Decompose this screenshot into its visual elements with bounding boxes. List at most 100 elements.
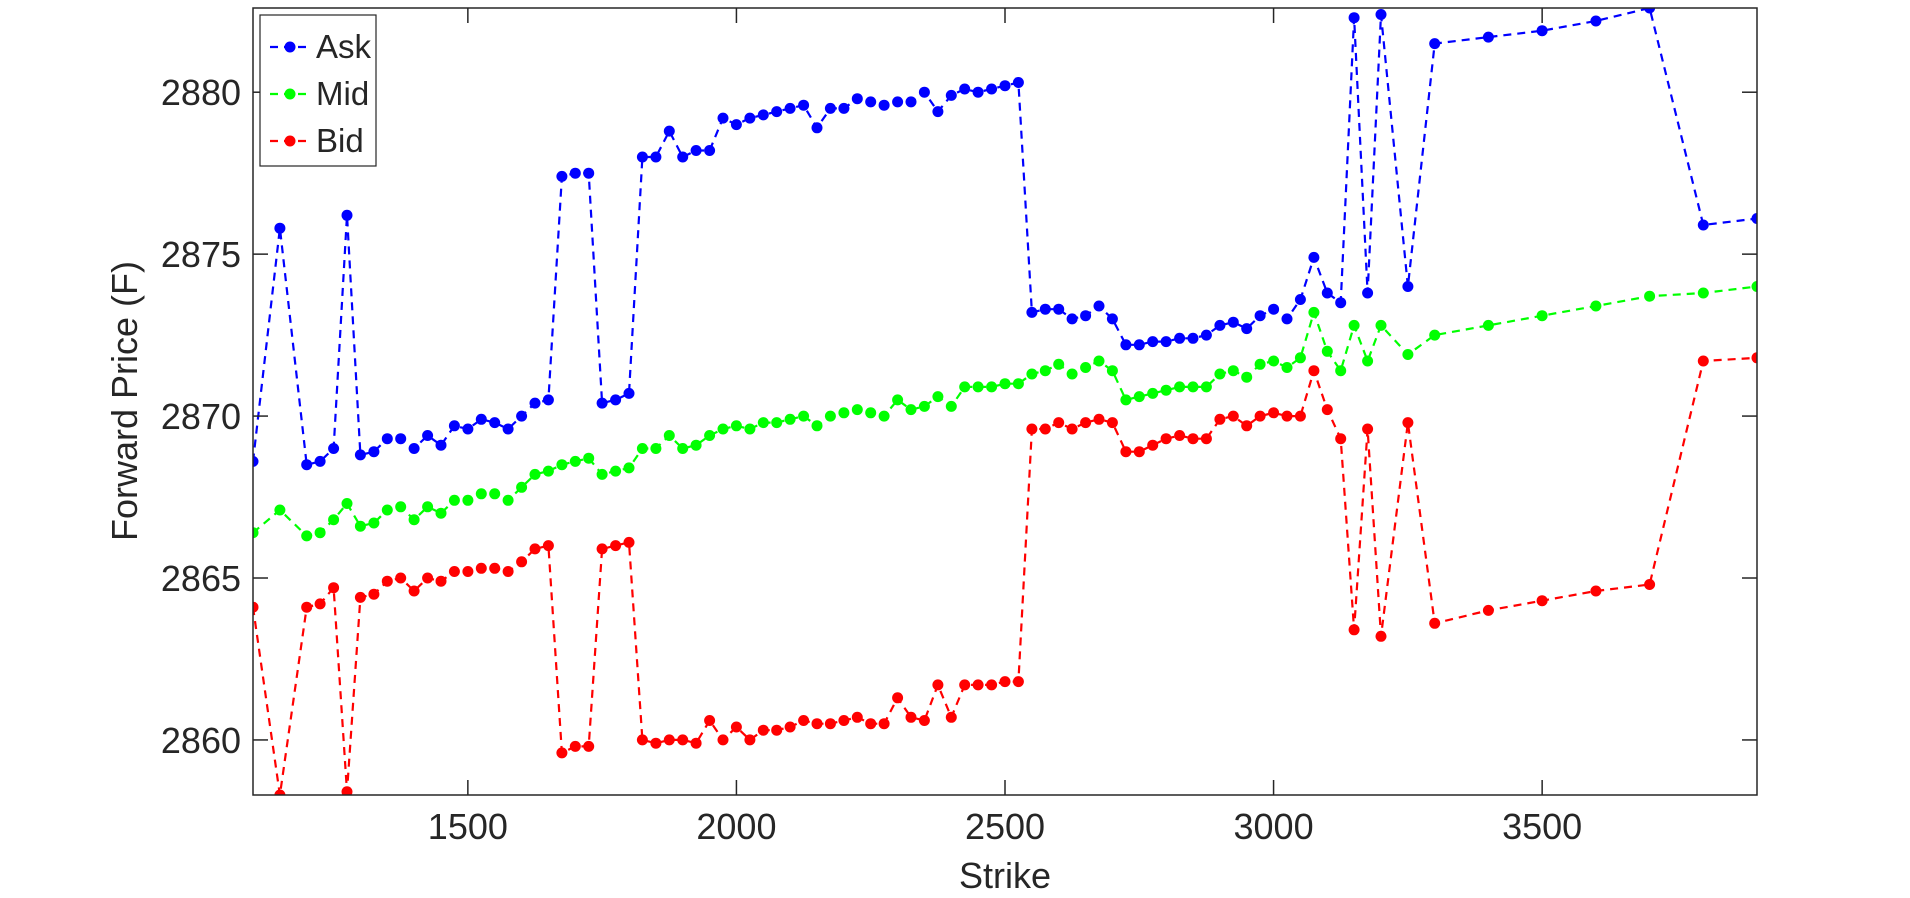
data-point-ask	[1174, 332, 1186, 344]
data-point-ask	[636, 151, 648, 163]
data-point-bid	[489, 562, 501, 574]
data-point-ask	[1160, 336, 1172, 348]
data-point-bid	[730, 721, 742, 733]
legend-marker-bid	[284, 135, 296, 147]
data-point-mid	[1241, 371, 1253, 383]
legend-label-mid: Mid	[316, 75, 369, 112]
data-point-ask	[771, 106, 783, 118]
data-point-bid	[328, 582, 340, 594]
data-point-mid	[354, 520, 366, 532]
data-point-bid	[623, 536, 635, 548]
data-point-ask	[435, 439, 447, 451]
data-point-bid	[274, 789, 286, 795]
data-point-ask	[569, 167, 581, 179]
data-point-mid	[1348, 319, 1360, 331]
data-point-ask	[1697, 219, 1709, 231]
data-point-bid	[690, 737, 702, 749]
data-point-bid	[1254, 410, 1266, 422]
data-point-mid	[744, 423, 756, 435]
data-point-bid	[253, 601, 259, 613]
data-point-mid	[1160, 384, 1172, 396]
x-tick-label: 1500	[428, 806, 508, 847]
data-point-ask	[730, 119, 742, 131]
data-point-ask	[744, 112, 756, 124]
data-point-bid	[529, 543, 541, 555]
data-point-ask	[1308, 251, 1320, 263]
legend-marker-mid	[284, 88, 296, 100]
data-point-ask	[448, 420, 460, 432]
data-point-mid	[1751, 281, 1757, 292]
data-point-bid	[972, 679, 984, 691]
data-point-bid	[475, 562, 487, 574]
data-point-ask	[945, 89, 957, 101]
data-point-bid	[986, 679, 998, 691]
data-point-mid	[542, 465, 554, 477]
data-point-bid	[704, 715, 716, 726]
data-point-ask	[529, 397, 541, 409]
data-point-mid	[408, 514, 420, 526]
data-point-bid	[1039, 423, 1051, 435]
data-point-bid	[932, 679, 944, 691]
data-point-bid	[717, 734, 729, 746]
y-tick-label: 2860	[161, 720, 241, 761]
data-point-bid	[1093, 413, 1105, 425]
data-point-bid	[918, 715, 930, 726]
data-point-ask	[301, 459, 313, 471]
data-point-bid	[1012, 676, 1024, 688]
data-point-bid	[1375, 630, 1387, 642]
data-point-mid	[1200, 381, 1212, 393]
data-point-bid	[408, 585, 420, 597]
x-tick-label: 2500	[965, 806, 1045, 847]
data-point-bid	[314, 598, 326, 610]
data-point-bid	[301, 601, 313, 613]
data-point-mid	[623, 462, 635, 474]
data-point-ask	[314, 455, 326, 467]
data-point-mid	[1066, 368, 1078, 380]
data-point-bid	[744, 734, 756, 746]
data-point-mid	[1268, 355, 1280, 367]
data-point-bid	[811, 718, 823, 730]
data-point-bid	[1308, 365, 1320, 377]
data-point-ask	[395, 433, 407, 445]
data-point-ask	[986, 83, 998, 95]
data-point-ask	[1106, 313, 1118, 325]
data-point-mid	[824, 410, 836, 422]
data-point-mid	[1308, 306, 1320, 318]
data-point-bid	[798, 715, 810, 726]
data-point-mid	[1053, 358, 1065, 370]
data-point-ask	[1294, 294, 1306, 305]
y-tick-label: 2870	[161, 396, 241, 437]
data-point-bid	[959, 679, 971, 691]
data-point-ask	[1120, 339, 1132, 351]
data-point-bid	[1214, 413, 1226, 425]
data-point-ask	[462, 423, 474, 435]
data-point-bid	[1187, 433, 1199, 445]
data-point-bid	[1536, 595, 1548, 607]
data-point-mid	[945, 400, 957, 412]
x-tick-label: 2000	[696, 806, 776, 847]
data-point-mid	[274, 504, 286, 516]
data-point-bid	[1321, 404, 1333, 416]
data-point-ask	[516, 410, 528, 422]
data-point-mid	[610, 465, 622, 477]
series-layer	[253, 8, 1757, 795]
data-point-ask	[918, 86, 930, 98]
data-point-ask	[422, 430, 434, 441]
data-point-ask	[1039, 303, 1051, 315]
data-point-bid	[395, 572, 407, 584]
data-point-bid	[1335, 433, 1347, 445]
data-point-ask	[1335, 297, 1347, 309]
data-point-mid	[381, 504, 393, 516]
data-point-ask	[851, 93, 863, 105]
data-point-mid	[663, 430, 675, 441]
data-point-ask	[1321, 287, 1333, 299]
data-point-ask	[542, 394, 554, 406]
data-point-bid	[610, 540, 622, 552]
data-point-mid	[838, 407, 850, 419]
data-point-ask	[1482, 31, 1494, 43]
data-point-ask	[838, 102, 850, 114]
data-point-ask	[878, 99, 890, 111]
data-point-mid	[1335, 365, 1347, 377]
legend-label-ask: Ask	[316, 28, 372, 65]
data-point-bid	[824, 718, 836, 730]
